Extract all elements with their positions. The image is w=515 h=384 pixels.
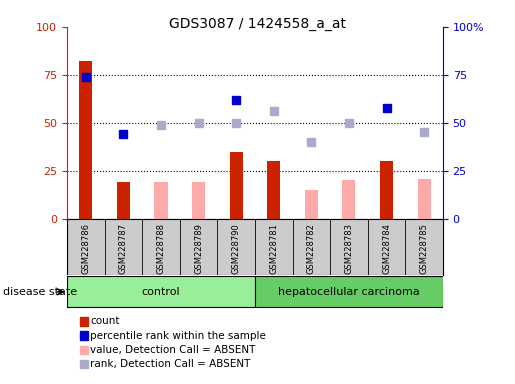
- Text: percentile rank within the sample: percentile rank within the sample: [90, 331, 266, 341]
- Bar: [255, 276, 443, 307]
- Text: GSM228788: GSM228788: [157, 223, 165, 274]
- Bar: [117, 182, 130, 219]
- Text: GSM228789: GSM228789: [194, 223, 203, 274]
- Bar: [267, 161, 280, 219]
- Text: GSM228781: GSM228781: [269, 223, 278, 274]
- Text: GSM228784: GSM228784: [382, 223, 391, 274]
- Text: GSM228783: GSM228783: [345, 223, 353, 274]
- Text: value, Detection Call = ABSENT: value, Detection Call = ABSENT: [90, 345, 255, 355]
- Bar: [230, 152, 243, 219]
- Text: GSM228782: GSM228782: [307, 223, 316, 274]
- Bar: [154, 182, 167, 219]
- Text: GSM228785: GSM228785: [420, 223, 428, 274]
- Text: hepatocellular carcinoma: hepatocellular carcinoma: [278, 287, 420, 297]
- Bar: [305, 190, 318, 219]
- Bar: [67, 276, 255, 307]
- Text: count: count: [90, 316, 119, 326]
- Bar: [79, 61, 92, 219]
- Text: GSM228787: GSM228787: [119, 223, 128, 274]
- Text: control: control: [142, 287, 180, 297]
- Text: GSM228790: GSM228790: [232, 223, 241, 274]
- Text: GDS3087 / 1424558_a_at: GDS3087 / 1424558_a_at: [169, 17, 346, 31]
- Bar: [380, 161, 393, 219]
- Bar: [418, 179, 431, 219]
- Text: disease state: disease state: [3, 287, 77, 297]
- Text: GSM228786: GSM228786: [81, 223, 90, 274]
- Text: rank, Detection Call = ABSENT: rank, Detection Call = ABSENT: [90, 359, 250, 369]
- Bar: [192, 182, 205, 219]
- Bar: [342, 180, 355, 219]
